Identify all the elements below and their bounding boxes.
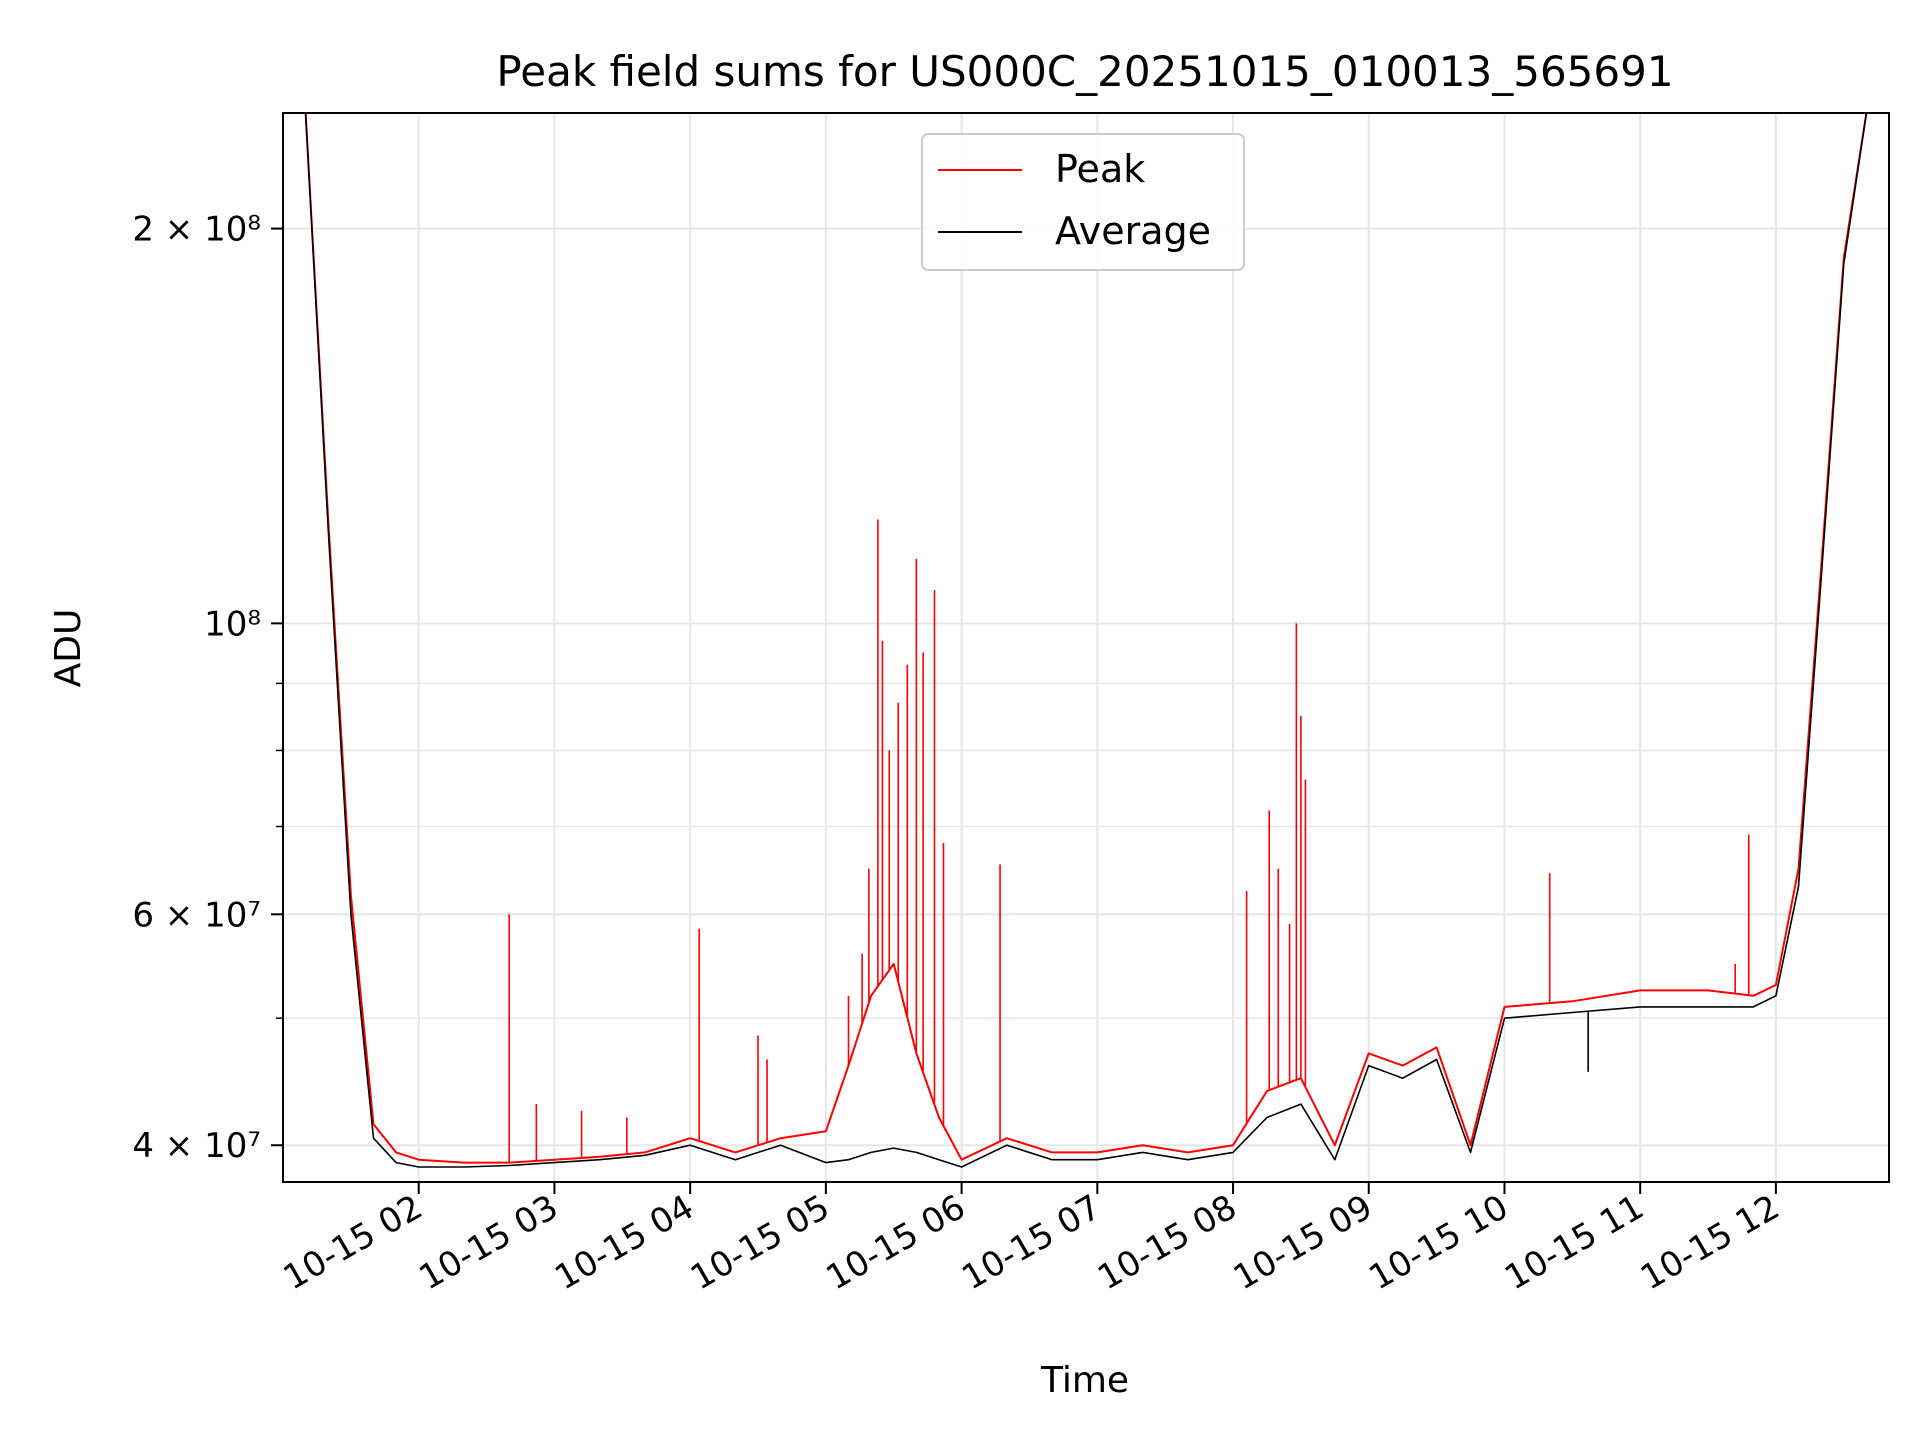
x-axis-label: Time xyxy=(1040,1360,1129,1401)
legend-box xyxy=(921,133,1245,271)
y-axis-label: ADU xyxy=(48,609,89,688)
legend-peak-label: Peak xyxy=(1055,147,1145,191)
y-axis: 4 × 10⁷ 6 × 10⁷ 10⁸ 2 × 10⁸ xyxy=(132,210,283,1166)
series-line-peak xyxy=(304,112,1868,1164)
y-tick-label: 2 × 10⁸ xyxy=(132,210,261,250)
y-tick-label: 6 × 10⁷ xyxy=(132,895,261,935)
legend: Peak Average xyxy=(921,133,1245,271)
y-tick-label: 10⁸ xyxy=(204,604,261,644)
legend-average-label: Average xyxy=(1055,209,1211,253)
chart-title: Peak field sums for US000C_20251015_0100… xyxy=(496,47,1673,96)
series-line-average xyxy=(304,112,1868,1168)
plot-frame xyxy=(282,112,1890,1183)
series-layer xyxy=(304,112,1868,1168)
y-tick-label: 4 × 10⁷ xyxy=(132,1126,261,1166)
